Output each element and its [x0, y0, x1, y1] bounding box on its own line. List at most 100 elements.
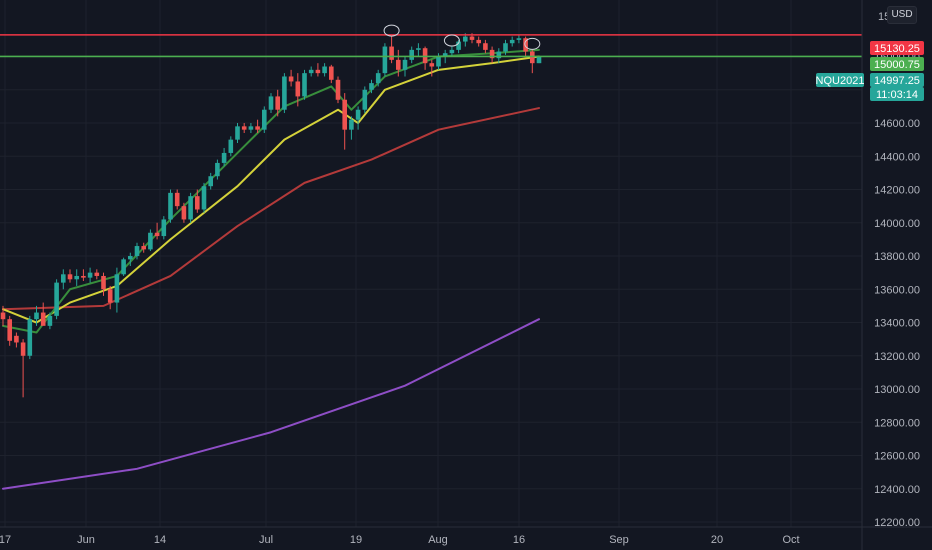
candle-body — [61, 274, 66, 283]
price-tick-label: 14400.00 — [874, 151, 920, 163]
candle-body — [241, 126, 247, 130]
candle — [282, 73, 287, 114]
candle — [27, 315, 33, 360]
candle-body — [509, 39, 515, 44]
price-tick-label: 13000.00 — [874, 384, 920, 396]
candle-body — [523, 38, 528, 52]
candle-body — [483, 43, 488, 50]
candle-body — [382, 46, 388, 74]
candle-body — [503, 43, 508, 52]
candle — [396, 49, 401, 77]
price-tick-label: 12600.00 — [874, 451, 920, 463]
price-tick-label: 14200.00 — [874, 185, 920, 197]
candle-body — [174, 192, 180, 207]
candle — [14, 332, 19, 348]
candle-body — [530, 51, 535, 64]
candle-body — [0, 312, 6, 320]
candle-body — [469, 36, 475, 40]
candle — [315, 63, 321, 77]
candle-body — [456, 41, 461, 50]
candle-body — [7, 319, 12, 341]
time-axis[interactable]: 17 Jun 14 Jul 19 Aug 16 Sep 20 Oct — [0, 534, 800, 546]
highlight-circle — [524, 37, 541, 50]
candle — [262, 106, 267, 133]
candle — [154, 222, 160, 240]
candle — [54, 279, 59, 320]
candle — [288, 69, 294, 87]
candle — [201, 182, 207, 213]
candle-body — [335, 79, 341, 100]
time-tick-label: 14 — [154, 534, 166, 546]
candle-body — [141, 246, 146, 250]
candle — [369, 79, 374, 94]
candle-body — [389, 46, 394, 60]
candle — [148, 229, 153, 252]
candle — [389, 36, 394, 64]
candle — [74, 269, 79, 286]
candle — [402, 56, 408, 77]
candle — [114, 267, 120, 313]
candle-body — [349, 119, 354, 130]
price-tag — [870, 57, 924, 71]
candle-body — [154, 232, 160, 237]
candle-body — [496, 51, 502, 59]
candle — [0, 305, 6, 326]
candle — [516, 34, 522, 44]
candle — [134, 242, 140, 260]
candle-body — [228, 139, 234, 153]
time-tick-label: 16 — [513, 534, 525, 546]
candle — [228, 136, 234, 157]
candle-body — [215, 162, 220, 177]
candle-body — [536, 57, 542, 64]
price-tick-label: 13200.00 — [874, 351, 920, 363]
candle — [34, 305, 39, 326]
candle-body — [255, 126, 260, 130]
candle — [87, 267, 93, 283]
candle-body — [262, 109, 267, 130]
price-tick-label: 12800.00 — [874, 417, 920, 429]
candle-body — [114, 274, 120, 303]
countdown-label: 11:03:14 — [876, 89, 918, 101]
price-tick-label: 14600.00 — [874, 118, 920, 130]
time-tick-label: 19 — [350, 534, 362, 546]
time-tick-label: Sep — [609, 534, 629, 546]
candle-body — [436, 56, 441, 67]
candle — [476, 36, 481, 47]
candle-body — [14, 335, 19, 343]
countdown-tag — [870, 87, 924, 101]
time-tick-label: Jul — [259, 534, 273, 546]
candle-body — [268, 96, 274, 110]
candle — [241, 123, 247, 133]
time-tick-label: Jun — [77, 534, 95, 546]
candle-body — [40, 312, 46, 326]
candle-body — [275, 96, 280, 110]
candle-body — [20, 342, 26, 356]
candle — [308, 66, 314, 77]
time-tick-label: 17 — [0, 534, 11, 546]
candle-body — [134, 246, 140, 257]
candle-body — [161, 219, 167, 237]
price-tags: 15130.25 15000.75 14997.25 11:03:14 NQU2021 — [816, 41, 924, 101]
candle-body — [282, 76, 287, 110]
candle — [174, 189, 180, 210]
candle-body — [201, 186, 207, 210]
candle — [61, 269, 66, 290]
candle — [94, 269, 100, 280]
candle-body — [168, 192, 173, 220]
candle — [221, 147, 227, 167]
candle — [215, 159, 220, 180]
candle — [268, 93, 274, 114]
candle-body — [463, 36, 468, 42]
currency-button[interactable]: USD — [887, 6, 917, 24]
candle — [382, 43, 388, 77]
candle-body — [195, 196, 200, 210]
candle — [503, 39, 508, 55]
horizontal-lines[interactable] — [0, 34, 862, 58]
candle — [128, 252, 133, 266]
candle-body — [34, 312, 39, 320]
price-tick-label: 13400.00 — [874, 318, 920, 330]
candle-body — [148, 232, 153, 250]
candle — [275, 89, 280, 117]
